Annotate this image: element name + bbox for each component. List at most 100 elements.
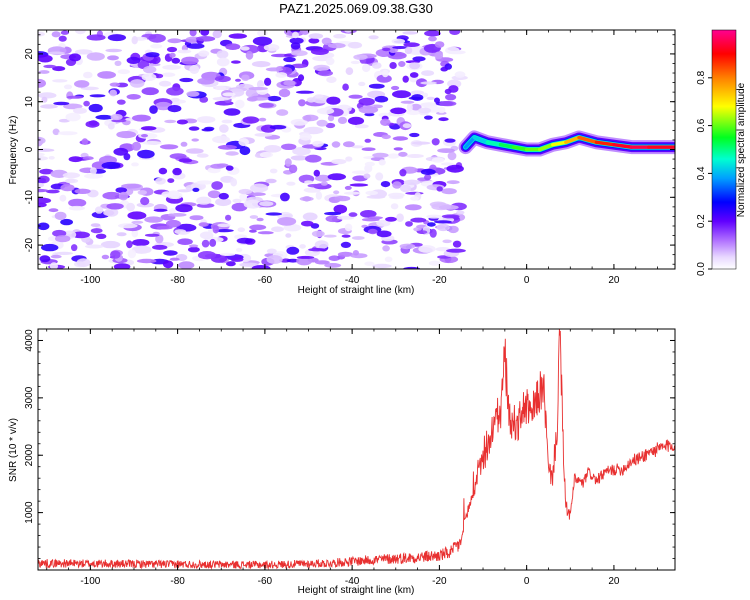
noise-blob (325, 57, 335, 66)
noise-blob (446, 180, 460, 185)
noise-blob (39, 168, 54, 175)
noise-blob (167, 178, 175, 184)
noise-blob (89, 167, 97, 175)
noise-blob (434, 41, 445, 48)
noise-blob (299, 244, 306, 249)
noise-blob (368, 216, 383, 220)
noise-blob (454, 71, 466, 78)
noise-blob (40, 104, 58, 109)
signal-segment (463, 135, 477, 149)
noise-blob (216, 50, 229, 59)
noise-blob (230, 257, 244, 262)
noise-blob (89, 94, 106, 98)
noise-blob (292, 31, 299, 39)
noise-blob (158, 80, 172, 87)
noise-blob (364, 138, 372, 143)
noise-blob (245, 88, 259, 98)
noise-blob (82, 156, 94, 161)
noise-blob (421, 92, 429, 98)
colorbar-tick-label: 0.6 (696, 118, 707, 132)
signal-segment (551, 140, 568, 147)
noise-blob (142, 141, 163, 145)
noise-blob (63, 103, 83, 110)
noise-blob (176, 119, 188, 125)
noise-blob (398, 151, 408, 157)
noise-blob (424, 174, 432, 181)
noise-blob (204, 126, 215, 131)
noise-blob (68, 53, 82, 62)
signal-segment (564, 135, 581, 145)
noise-blob (118, 191, 129, 201)
noise-blob (215, 86, 227, 91)
noise-blob (336, 215, 355, 220)
noise-blob (121, 183, 142, 189)
snr-y-label: SNR (10 * v/v) (8, 418, 19, 482)
noise-blob (53, 101, 70, 106)
noise-blob (340, 241, 351, 248)
noise-blob (137, 149, 155, 159)
noise-blob (83, 100, 90, 107)
noise-blob (181, 56, 199, 65)
noise-blob (186, 91, 200, 97)
noise-blob (226, 261, 236, 267)
noise-blob (286, 246, 300, 255)
noise-blob (150, 43, 163, 49)
noise-blob (343, 191, 361, 195)
noise-blob (281, 143, 297, 150)
noise-blob (220, 252, 236, 256)
noise-blob (325, 122, 336, 129)
noise-blob (131, 162, 139, 167)
noise-blob (90, 223, 101, 228)
noise-blob (251, 61, 271, 68)
noise-blob (38, 222, 50, 231)
noise-blob (240, 46, 250, 51)
noise-blob (354, 124, 369, 129)
noise-blob (391, 85, 400, 91)
noise-blob (409, 62, 421, 70)
noise-blob (271, 226, 284, 232)
noise-blob (241, 74, 250, 81)
noise-blobs (38, 30, 468, 269)
noise-blob (189, 244, 199, 248)
noise-blob (361, 147, 376, 151)
noise-blob (380, 118, 391, 127)
noise-blob (246, 96, 258, 102)
noise-blob (400, 184, 412, 193)
noise-blob (143, 65, 157, 74)
noise-blob (259, 151, 273, 158)
noise-blob (405, 221, 413, 227)
noise-blob (265, 67, 284, 72)
noise-blob (38, 182, 45, 188)
noise-blob (102, 191, 121, 200)
noise-blob (441, 162, 454, 166)
noise-blob (352, 250, 359, 256)
noise-blob (436, 186, 443, 192)
noise-blob (327, 42, 346, 49)
noise-blob (248, 86, 268, 91)
noise-blob (236, 247, 243, 252)
noise-blob (324, 263, 342, 268)
noise-blob (177, 238, 193, 245)
noise-blob (64, 178, 79, 184)
noise-blob (84, 173, 104, 179)
noise-blob (391, 38, 406, 44)
noise-blob (410, 103, 422, 111)
noise-blob (366, 195, 386, 199)
colorbar-tick-label: 0.0 (696, 262, 707, 276)
noise-blob (328, 255, 341, 261)
noise-blob (235, 78, 241, 82)
noise-blob (292, 147, 311, 156)
noise-blob (404, 46, 413, 55)
noise-blob (55, 251, 73, 255)
noise-blob (197, 251, 217, 260)
noise-blob (381, 134, 391, 140)
noise-blob (225, 43, 241, 50)
noise-blob (402, 31, 418, 35)
noise-blob (409, 72, 419, 78)
noise-blob (258, 102, 274, 108)
noise-blob (427, 222, 436, 227)
noise-blob (403, 42, 420, 47)
noise-blob (285, 233, 292, 238)
noise-blob (188, 246, 200, 253)
noise-blob (390, 107, 407, 115)
